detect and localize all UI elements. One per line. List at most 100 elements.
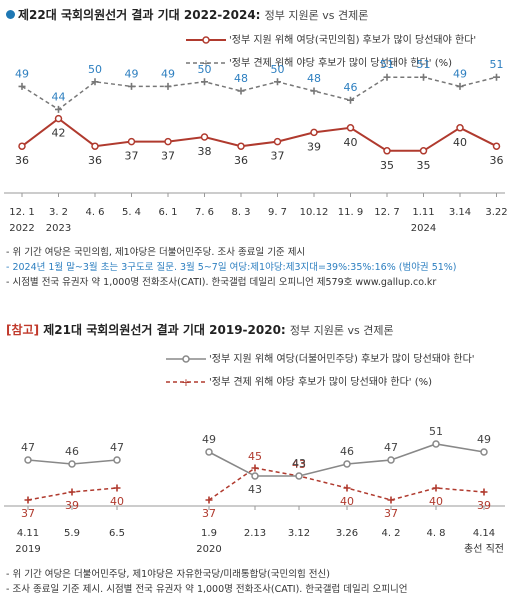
chart2-plot: 4.11 5.9 6.5 1.9 2.13 3.12 3.26 4. 2 4. 8 4.14 201… xyxy=(4,425,505,555)
series-ruling-point xyxy=(295,472,303,480)
series-ruling-point xyxy=(24,456,32,464)
x-tick-label: 7. 6 xyxy=(195,207,214,218)
svg-text:+: + xyxy=(181,377,190,387)
series-opposition-point xyxy=(420,73,427,81)
series-opposition-value-label: 43 xyxy=(292,458,306,471)
series-opposition-point xyxy=(18,82,26,90)
series-opposition-value-label: 49 xyxy=(15,67,29,80)
series-opposition-point xyxy=(493,73,500,81)
chart2-legend-label-1: '정부 지원 위해 여당(더불어민주당) 후보가 많이 당선돼야 한다' xyxy=(209,354,475,365)
chart1-title: 제22대 국회의원선거 결과 기대 2022-2024: 정부 지원론 vs 견… xyxy=(6,6,368,23)
series-ruling-line xyxy=(21,117,497,152)
series-ruling-value-label: 36 xyxy=(88,154,102,167)
series-ruling-point xyxy=(200,133,209,141)
series-opposition-value-label: 50 xyxy=(271,63,285,76)
x-tick-label: 3. 2 xyxy=(49,207,68,218)
series-opposition-point xyxy=(432,484,440,492)
chart1-legend-item-1: '정부 지원 위해 여당(국민의힘) 후보가 많이 당선돼야 한다' xyxy=(186,31,476,46)
series-ruling-value-label: 36 xyxy=(234,154,248,167)
series-opposition-point xyxy=(343,484,351,492)
series-ruling-point xyxy=(127,137,136,146)
series-opposition-value-label: 37 xyxy=(21,507,35,520)
series-ruling-point xyxy=(251,472,259,480)
chart1-legend-label-2: '정부 견제 위해 야당 후보가 많이 당선돼야 한다' (%) xyxy=(229,58,453,69)
series-opposition-value-label: 49 xyxy=(125,67,139,80)
x-tick-label: 12. 1 xyxy=(9,207,34,218)
series-opposition-point xyxy=(164,82,172,90)
series-ruling-value-label: 39 xyxy=(307,140,321,153)
chart2-legend-label-2: '정부 견제 위해 야당 후보가 많이 당선돼야 한다' (%) xyxy=(209,377,433,388)
series-ruling-value-label: 49 xyxy=(202,433,216,446)
series-ruling-value-label: 37 xyxy=(161,150,175,163)
note1-line-3: - 시점별 전국 유권자 약 1,000명 전화조사(CATI). 한국갤럽 데… xyxy=(6,277,437,288)
series-ruling-point xyxy=(237,142,245,150)
series-ruling-value-label: 37 xyxy=(125,150,139,163)
series-ruling-point xyxy=(343,460,351,468)
chart2-legend-item-1: '정부 지원 위해 여당(더불어민주당) 후보가 많이 당선돼야 한다' xyxy=(166,350,475,365)
x-tick-label: 3.26 xyxy=(336,528,358,539)
series-opposition-value-label: 37 xyxy=(384,507,398,520)
series-opposition-point xyxy=(205,496,213,504)
series-ruling-point xyxy=(205,448,213,456)
series-opposition-value-label: 46 xyxy=(344,81,358,94)
series-opposition-point xyxy=(24,496,32,504)
series-ruling-point xyxy=(387,456,395,464)
series-ruling-point xyxy=(310,128,318,137)
series-opposition-value-label: 50 xyxy=(198,63,212,76)
note1-line-2: - 2024년 1월 말~3월 초는 3구도로 질문. 3월 5~7일 여당:제… xyxy=(6,262,457,273)
chart1-legend-item-2: + '정부 견제 위해 야당 후보가 많이 당선돼야 한다' (%) xyxy=(186,54,453,70)
solid-line-marker-icon xyxy=(186,36,226,44)
x-tick-label: 4. 8 xyxy=(426,528,445,539)
series-opposition-value-label: 49 xyxy=(161,67,175,80)
series-opposition-point xyxy=(251,464,259,472)
series-ruling-point xyxy=(419,147,428,155)
series-ruling-value-label: 51 xyxy=(429,425,443,438)
year-label: 2020 xyxy=(196,544,221,555)
series-opposition-value-label: 50 xyxy=(88,63,102,76)
note2-line-2: - 조사 종료일 기준 제시. 시점별 전국 유권자 약 1,000명 전화조사… xyxy=(6,584,408,595)
series-ruling-value-label: 46 xyxy=(65,445,79,458)
x-tick-label: 1.11 xyxy=(412,207,434,218)
x-tick-label: 6.5 xyxy=(109,528,125,539)
series-ruling-point xyxy=(18,142,26,150)
series-opposition-point xyxy=(128,82,135,90)
series-ruling-point xyxy=(273,137,282,146)
series-opposition-point xyxy=(456,82,464,90)
chart1-legend-label-1: '정부 지원 위해 여당(국민의힘) 후보가 많이 당선돼야 한다' xyxy=(229,35,477,46)
x-tick-label: 12. 7 xyxy=(374,207,399,218)
x-tick-label: 4.14 xyxy=(473,528,495,539)
series-opposition-value-label: 37 xyxy=(202,507,216,520)
series-opposition-point xyxy=(383,73,391,81)
chart1-subtitle: 정부 지원론 vs 견제론 xyxy=(264,9,369,22)
x-tick-label: 2.13 xyxy=(244,528,266,539)
series-opposition-point xyxy=(91,78,99,86)
series-ruling-point xyxy=(492,142,501,150)
series-opposition-point xyxy=(68,488,76,496)
series-opposition-value-label: 51 xyxy=(417,58,431,71)
series-ruling-value-label: 40 xyxy=(453,136,467,149)
series-ruling-value-label: 42 xyxy=(52,127,66,140)
x-tick-label: 3.22 xyxy=(485,207,507,218)
x-tick-label: 6. 1 xyxy=(158,207,177,218)
year-label: 총선 직전 xyxy=(464,543,504,555)
series-opposition-line xyxy=(21,76,497,111)
series-opposition-value-label: 48 xyxy=(307,72,321,85)
series-ruling-point xyxy=(113,456,121,464)
chart2-title: [참고] 제21대 국회의원선거 결과 기대 2019-2020: 정부 지원론… xyxy=(6,321,394,338)
series-opposition-point xyxy=(387,496,395,504)
chart2-title-text: 제21대 국회의원선거 결과 기대 2019-2020: xyxy=(43,323,286,337)
chart2-ref-label: [참고] xyxy=(6,323,40,337)
series-ruling-value-label: 35 xyxy=(380,159,394,172)
year-label: 2019 xyxy=(15,544,40,555)
series-ruling-value-label: 36 xyxy=(490,154,504,167)
series-opposition-point xyxy=(480,488,488,496)
series-opposition-value-label: 40 xyxy=(429,495,443,508)
year-label: 2023 xyxy=(46,223,71,234)
series-ruling-point xyxy=(383,147,391,155)
x-tick-label: 11. 9 xyxy=(338,207,363,218)
series-opposition-point xyxy=(237,87,245,95)
series-ruling-value-label: 40 xyxy=(344,136,358,149)
chart2-legend-item-2: + '정부 견제 위해 야당 후보가 많이 당선돼야 한다' (%) xyxy=(166,373,433,389)
x-tick-label: 10.12 xyxy=(300,207,329,218)
series-ruling-value-label: 43 xyxy=(292,457,306,470)
